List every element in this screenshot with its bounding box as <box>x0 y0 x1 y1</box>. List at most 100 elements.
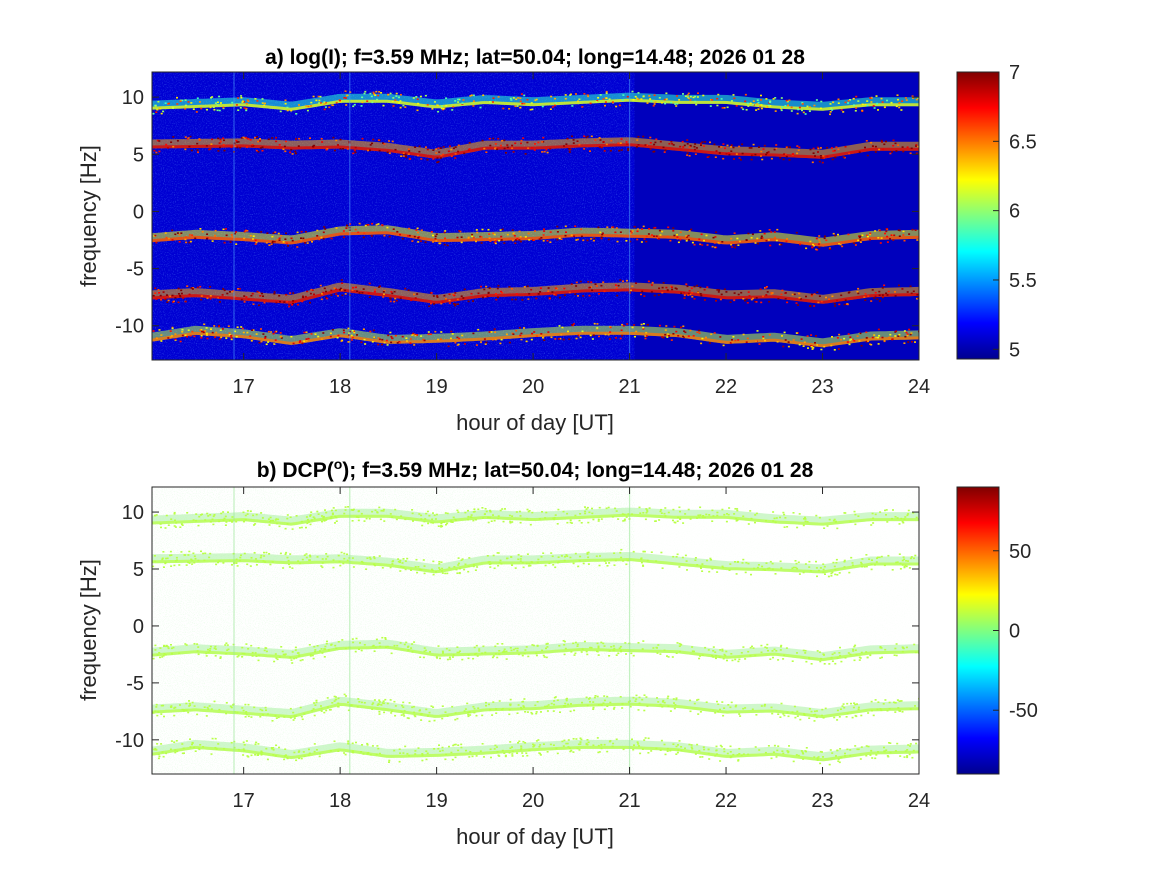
panel-a-band-pixel <box>278 237 281 240</box>
panel-a-band-pixel <box>718 146 721 148</box>
panel-b-band-pixel <box>757 564 760 566</box>
colorbar-tick-label: 5 <box>1009 339 1020 361</box>
panel-a-band-pixel <box>280 337 283 339</box>
panel-b-band-pixel <box>344 509 347 511</box>
panel-b-band-pixel <box>439 750 442 752</box>
panel-b-band-pixel <box>293 657 296 660</box>
panel-a-band-pixel <box>467 149 470 151</box>
panel-a-band-pixel <box>152 294 155 297</box>
panel-a-band-pixel <box>203 330 206 333</box>
panel-b-band-pixel <box>294 649 297 651</box>
panel-a-band-pixel <box>798 297 801 299</box>
panel-b-band-pixel <box>808 566 811 568</box>
panel-b-band-pixel <box>329 517 332 520</box>
panel-a-band-pixel <box>701 244 704 246</box>
panel-b-band-pixel <box>840 756 843 759</box>
panel-a-band-pixel <box>329 332 332 335</box>
panel-b-band-pixel <box>656 697 658 699</box>
panel-a-band-pixel <box>223 149 226 152</box>
panel-a-band-pixel <box>443 294 446 297</box>
panel-a-band-pixel <box>709 105 712 107</box>
panel-b-band-pixel <box>886 755 889 757</box>
panel-b-band-pixel <box>552 517 555 520</box>
panel-a-band-pixel <box>519 100 522 103</box>
panel-b-band-pixel <box>317 513 320 515</box>
panel-a-band-pixel <box>447 345 450 348</box>
panel-a-band-pixel <box>170 141 173 143</box>
panel-a-band-pixel <box>547 331 550 333</box>
panel-b-band-pixel <box>321 562 324 564</box>
panel-b-band-pixel <box>334 522 336 524</box>
panel-a-band-pixel <box>767 104 770 107</box>
panel-a-band-pixel <box>341 294 344 297</box>
x-tick-label: 20 <box>522 790 544 812</box>
panel-a-band-pixel <box>311 145 314 148</box>
panel-a-band-pixel <box>870 300 873 302</box>
panel-b-band-pixel <box>669 749 672 752</box>
panel-a-band-pixel <box>820 300 823 303</box>
panel-a-band-pixel <box>454 146 457 148</box>
panel-a-band-pixel <box>607 334 610 336</box>
panel-b-band-pixel <box>831 653 834 656</box>
panel-b-band-pixel <box>457 511 460 513</box>
panel-b-band-pixel <box>522 566 525 569</box>
panel-b-band-pixel <box>398 748 401 750</box>
panel-b-band-pixel <box>711 654 713 657</box>
panel-a-band-pixel <box>530 338 533 341</box>
panel-a-band-pixel <box>556 225 559 228</box>
panel-b-band-pixel <box>441 572 444 574</box>
panel-a-band-pixel <box>740 159 742 161</box>
panel-a-band-pixel <box>371 142 373 145</box>
panel-b-band-pixel <box>719 744 722 747</box>
panel-a-band-pixel <box>461 103 464 105</box>
panel-a-band-pixel <box>781 106 784 109</box>
panel-b-band-pixel <box>410 569 412 571</box>
panel-b-band-pixel <box>716 514 719 517</box>
panel-b-band-pixel <box>744 707 747 709</box>
panel-b-band-pixel <box>886 521 889 523</box>
panel-b-band-pixel <box>726 659 728 662</box>
panel-b-band-core <box>152 513 919 526</box>
panel-b-band-pixel <box>277 518 280 521</box>
panel-b-band-pixel <box>170 647 173 650</box>
panel-b-band-pixel <box>699 655 702 657</box>
panel-b-band-pixel <box>157 711 160 713</box>
panel-b-band-pixel <box>402 558 405 560</box>
panel-b-band-pixel <box>729 706 732 709</box>
panel-b-band-pixel <box>428 711 431 714</box>
panel-b-band-pixel <box>320 705 322 707</box>
panel-b-band-pixel <box>642 640 645 642</box>
panel-b-band-pixel <box>539 744 542 746</box>
panel-b-band-pixel <box>654 520 657 522</box>
panel-a-band-pixel <box>318 99 321 102</box>
panel-a-band-pixel <box>458 230 461 232</box>
panel-a-band-pixel <box>541 105 544 108</box>
panel-a-band-pixel <box>773 231 776 233</box>
panel-b-band-pixel <box>680 749 683 752</box>
panel-a-band-pixel <box>347 327 350 330</box>
panel-b-band-pixel <box>414 566 417 568</box>
panel-a-band-pixel <box>260 340 263 343</box>
panel-b-band-pixel <box>446 522 449 525</box>
panel-a-band-pixel <box>184 300 187 303</box>
panel-a-band-pixel <box>313 144 316 147</box>
panel-a-band-pixel <box>300 237 302 239</box>
panel-b-band-pixel <box>902 521 905 524</box>
panel-a-band-pixel <box>642 328 645 330</box>
panel-a-band-pixel <box>849 339 852 341</box>
panel-b-band-pixel <box>395 518 398 521</box>
panel-b-band-pixel <box>886 709 889 712</box>
panel-a-band-pixel <box>155 298 158 300</box>
panel-a-band-pixel <box>318 102 321 104</box>
panel-a-band-pixel <box>844 145 847 148</box>
panel-a-band-pixel <box>267 341 270 343</box>
panel-a-band-pixel <box>518 230 521 233</box>
panel-a-band-pixel <box>189 240 192 243</box>
panel-a-band-pixel <box>393 300 396 303</box>
panel-b-band-pixel <box>675 745 678 748</box>
panel-a-band-pixel <box>203 323 206 326</box>
panel-b-band-pixel <box>293 715 296 717</box>
panel-b-band-pixel <box>301 659 304 661</box>
panel-b-band-pixel <box>326 706 329 708</box>
panel-b-band-pixel <box>566 555 569 557</box>
